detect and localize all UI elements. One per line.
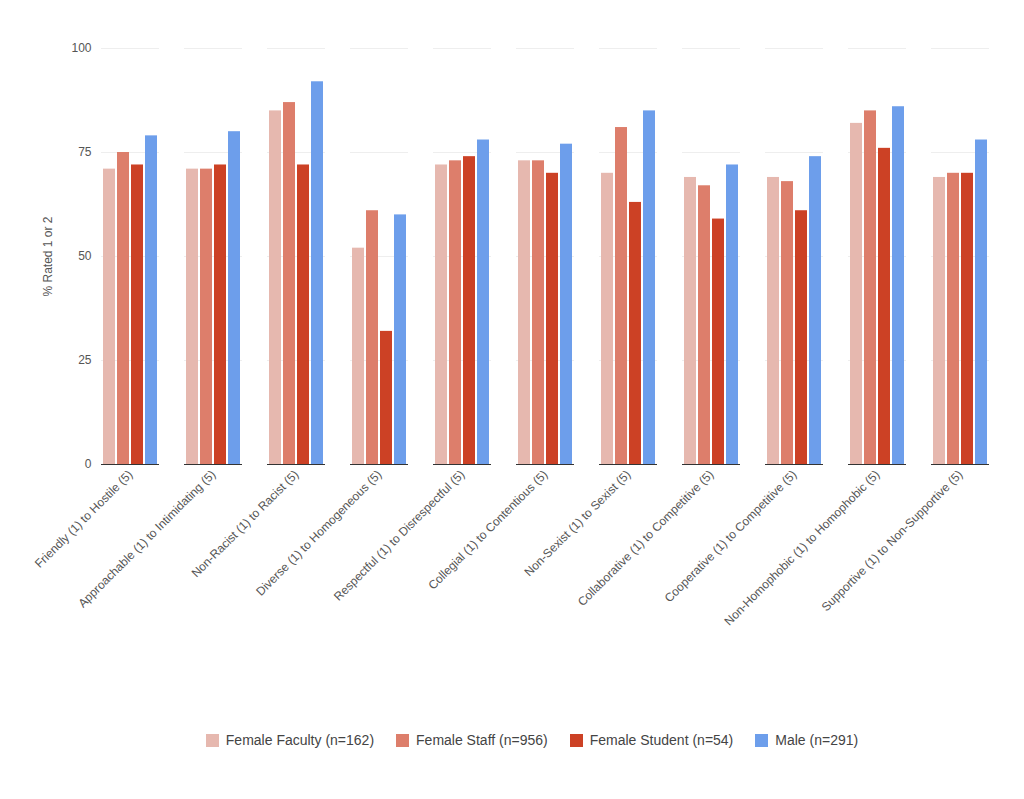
svg-text:Non-Racist (1) to Racist (5): Non-Racist (1) to Racist (5)	[188, 467, 302, 581]
html-text:Female Staff (n=956): Female Staff (n=956)	[416, 732, 548, 748]
html-text:Male (n=291): Male (n=291)	[775, 732, 859, 748]
svg-text:% Rated 1 or 2: % Rated 1 or 2	[41, 216, 55, 296]
svg-text:Cooperative (1) to Competitive: Cooperative (1) to Competitive (5)	[662, 467, 800, 605]
svg-text:Supportive (1) to Non-Supporti: Supportive (1) to Non-Supportive (5)	[819, 467, 966, 614]
svg-text:0: 0	[85, 457, 92, 471]
svg-text:Approachable (1) to Intimidati: Approachable (1) to Intimidating (5)	[75, 467, 218, 610]
svg-text:Collaborative (1) to Competiti: Collaborative (1) to Competitive (5)	[575, 467, 716, 608]
svg-text:Non-Homophobic (1) to Homophob: Non-Homophobic (1) to Homophobic (5)	[722, 467, 883, 628]
svg-text:100: 100	[71, 41, 91, 55]
svg-text:50: 50	[78, 249, 92, 263]
html-text:Female Student (n=54): Female Student (n=54)	[589, 732, 734, 748]
svg-text:Collegial (1) to Contentious (: Collegial (1) to Contentious (5)	[425, 467, 551, 593]
svg-text:Non-Sexist (1) to Sexist (5): Non-Sexist (1) to Sexist (5)	[521, 467, 634, 580]
svg-text:25: 25	[78, 353, 92, 367]
svg-text:75: 75	[78, 145, 92, 159]
svg-text:Friendly (1) to Hostile (5): Friendly (1) to Hostile (5)	[32, 467, 136, 571]
html-text:Female Faculty (n=162): Female Faculty (n=162)	[225, 732, 374, 748]
svg-text:Respectful (1) to Disrespectfu: Respectful (1) to Disrespectful (5)	[331, 467, 467, 603]
svg-text:Diverse (1) to Homogeneous (5): Diverse (1) to Homogeneous (5)	[253, 467, 385, 599]
